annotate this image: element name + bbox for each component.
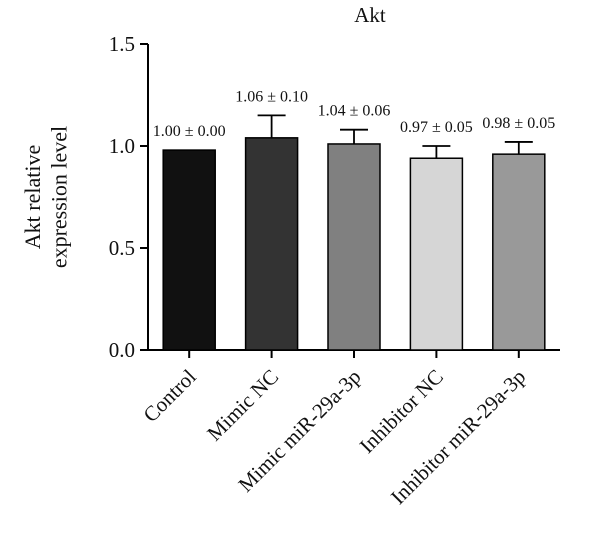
y-axis-label: Akt relativeexpression level xyxy=(20,126,71,268)
bar xyxy=(492,153,546,351)
data-label: 1.04 ± 0.06 xyxy=(318,103,391,120)
data-labels: 1.00 ± 0.00 1.06 ± 0.10 1.04 ± 0.06 0.97 ± … xyxy=(153,88,555,140)
data-label: 1.06 ± 0.10 xyxy=(235,88,308,105)
data-label: 0.97 ± 0.05 xyxy=(400,119,473,136)
bars xyxy=(162,137,546,351)
category-label: Mimic NC xyxy=(202,365,283,446)
bar xyxy=(244,137,299,351)
data-label: 0.98 ± 0.05 xyxy=(482,115,555,132)
bar xyxy=(162,149,216,351)
y-axis-title-line: expression level xyxy=(46,126,71,268)
y-tick-label: 1.0 xyxy=(109,134,135,158)
y-axis-title-line: Akt relative xyxy=(20,145,45,249)
category-label: Inhibitor miR-29a-3p xyxy=(386,365,530,509)
y-tick-label: 1.5 xyxy=(109,32,135,56)
y-tick-label: 0.0 xyxy=(109,338,135,362)
axes: 0.0 0.5 1.0 1.5 xyxy=(109,32,560,362)
data-label: 1.00 ± 0.00 xyxy=(153,123,226,140)
error-bars xyxy=(257,114,533,159)
y-tick-label: 0.5 xyxy=(109,236,135,260)
chart-title: Akt xyxy=(354,3,386,27)
category-label: Control xyxy=(138,364,200,426)
y-axis-title: Akt relativeexpression level xyxy=(20,126,71,268)
bar xyxy=(327,143,381,351)
bar xyxy=(409,157,464,351)
